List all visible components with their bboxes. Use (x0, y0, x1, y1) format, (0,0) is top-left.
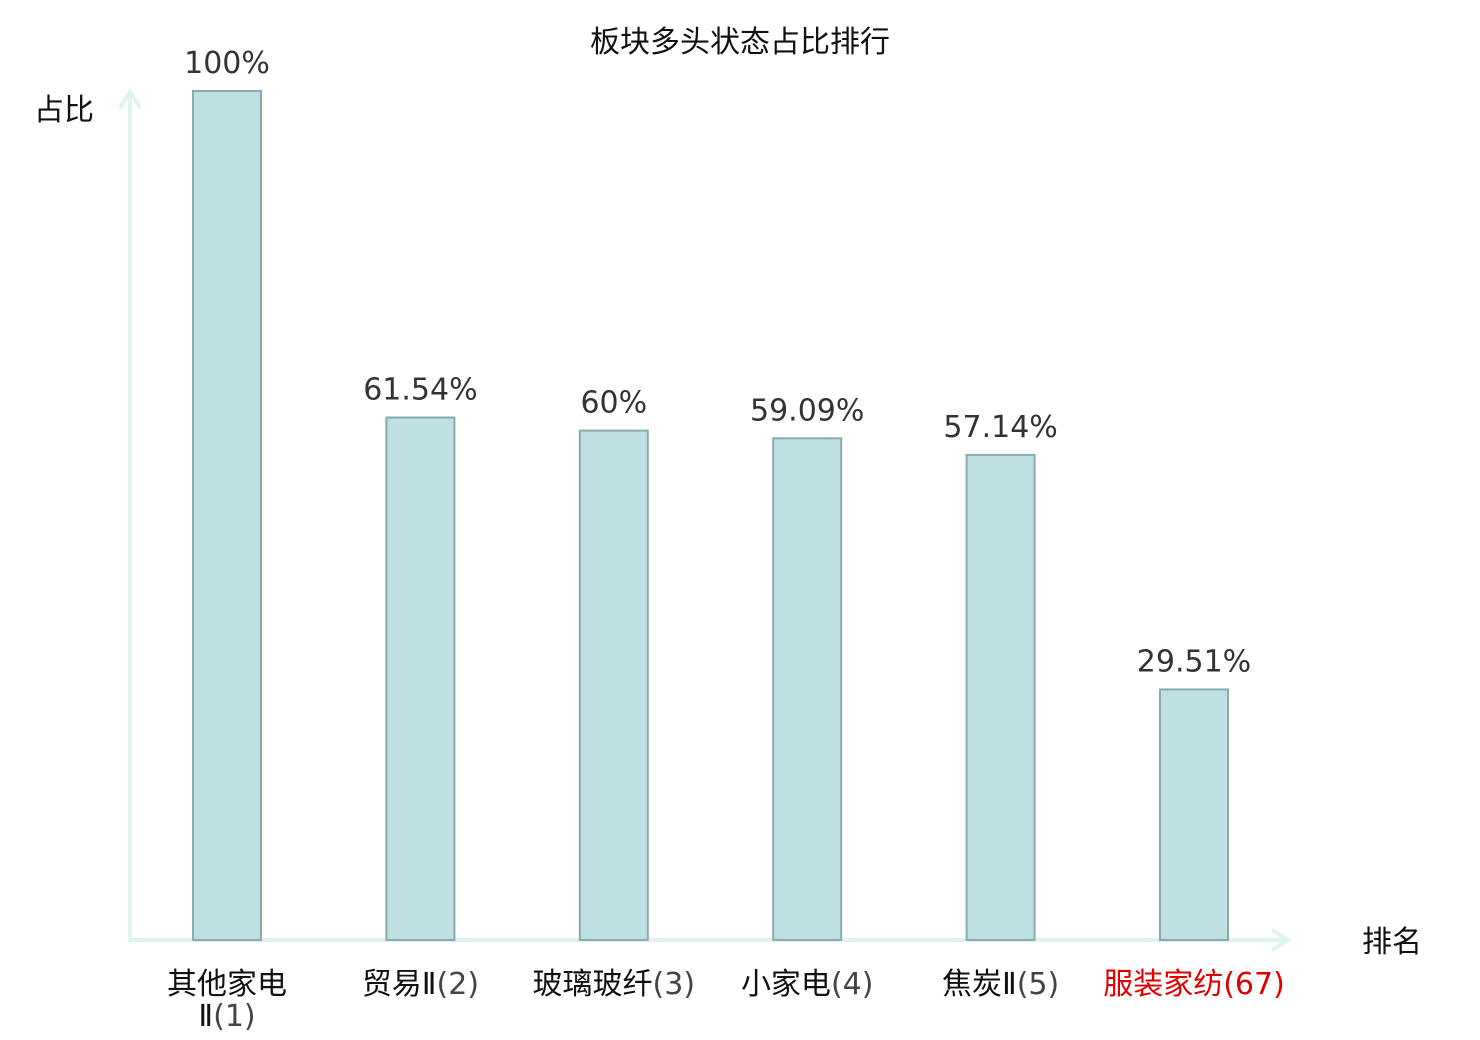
category-tick-label: 贸易Ⅱ(2) (362, 967, 479, 1002)
value-label: 29.51% (1137, 644, 1251, 679)
bar (385, 416, 456, 941)
y-axis-label: 占比 (34, 93, 94, 128)
category-tick-label: 其他家电 Ⅱ(1) (167, 967, 287, 1034)
labels-group: 100% 其他家电 Ⅱ(1) 61.54% 贸易Ⅱ(2) 60% 玻璃玻纤(3) 59.09%… (167, 46, 1285, 1034)
value-label: 100% (184, 46, 270, 81)
chart-title: 板块多头状态占比排行 (590, 25, 890, 60)
category-tick-label: 玻璃玻纤(3) (533, 967, 696, 1002)
value-label: 59.09% (750, 393, 864, 428)
x-axis-arrow (1270, 928, 1292, 952)
bar (192, 90, 262, 941)
value-label: 61.54% (363, 373, 477, 408)
bar (965, 453, 1036, 941)
x-axis-label: 排名 (1362, 925, 1422, 960)
bar (772, 437, 843, 941)
value-label: 60% (580, 386, 647, 421)
bar (578, 429, 649, 941)
bars-group (192, 90, 1229, 941)
value-label: 57.14% (943, 410, 1057, 445)
category-tick-label: 服装家纺(67) (1103, 967, 1285, 1002)
category-tick-label: 焦炭Ⅱ(5) (942, 967, 1059, 1002)
bar (1159, 688, 1229, 941)
y-axis-arrow (118, 88, 142, 110)
category-tick-label: 小家电(4) (741, 967, 874, 1002)
